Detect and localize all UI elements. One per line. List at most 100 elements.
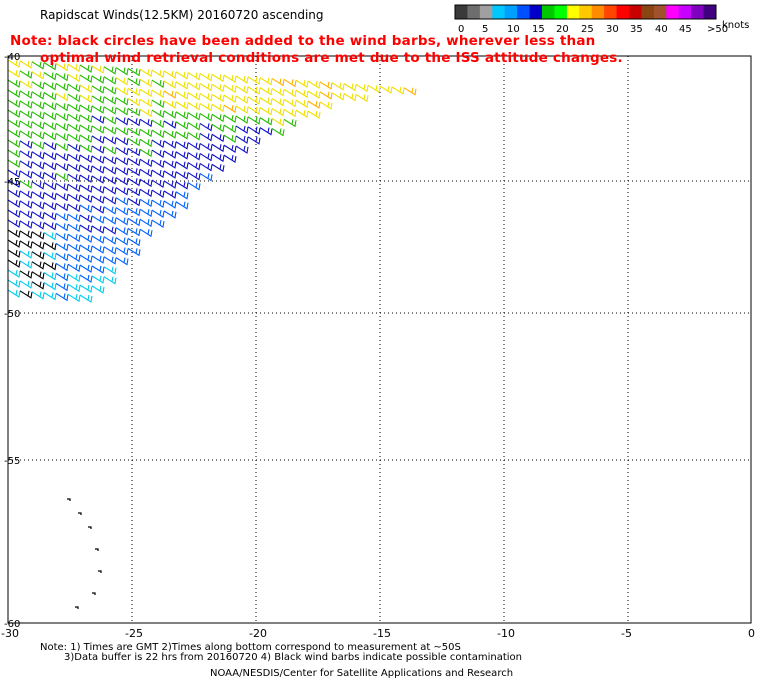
wind-barb — [31, 131, 45, 140]
wind-barb — [151, 139, 165, 148]
longitude-label: -25 — [125, 627, 143, 640]
wind-barb — [79, 84, 93, 93]
wind-barb — [7, 79, 21, 88]
legend-swatch — [504, 5, 518, 19]
wind-barb — [75, 606, 79, 609]
wind-barb — [43, 102, 57, 111]
wind-barb — [187, 102, 201, 111]
wind-barb — [43, 62, 57, 71]
wind-barb — [91, 155, 105, 164]
wind-barb — [79, 74, 93, 83]
wind-barb — [139, 118, 153, 128]
wind-barb — [79, 114, 93, 123]
wind-barb — [19, 280, 33, 289]
wind-barb — [139, 78, 153, 88]
wind-barb — [139, 228, 153, 238]
wind-barb — [91, 95, 105, 104]
wind-barb — [7, 239, 21, 248]
wind-barb — [67, 63, 81, 73]
wind-barb — [55, 142, 69, 152]
wind-barb — [115, 97, 129, 106]
wind-barb — [187, 142, 201, 151]
wind-barb — [55, 232, 69, 242]
wind-barb — [223, 124, 237, 134]
wind-barb — [295, 99, 309, 109]
wind-barb — [7, 249, 21, 258]
wind-barb — [319, 91, 333, 100]
wind-barb — [43, 192, 57, 201]
wind-barb — [91, 235, 105, 244]
wind-barb — [127, 247, 141, 257]
wind-barb — [79, 234, 93, 243]
wind-barb — [127, 157, 141, 167]
wind-barb — [67, 293, 81, 303]
wind-barb — [91, 245, 105, 254]
legend-label: 45 — [679, 24, 692, 35]
wind-barb — [175, 151, 189, 160]
longitude-tick-labels: -30 -25 -20 -15 -10 -5 0 — [1, 627, 755, 640]
wind-barb — [115, 237, 129, 246]
wind-barb — [79, 204, 93, 213]
wind-barb — [67, 153, 81, 163]
wind-barb — [127, 77, 141, 87]
wind-barb — [151, 209, 165, 218]
wind-barb — [79, 294, 93, 303]
wind-barb — [115, 127, 129, 136]
wind-barb — [175, 161, 189, 170]
wind-barb — [211, 163, 225, 173]
wind-barb — [139, 178, 153, 188]
wind-barb — [19, 200, 33, 209]
wind-barb — [92, 592, 96, 595]
wind-barb — [67, 173, 81, 183]
wind-barb — [247, 76, 261, 85]
wind-barb — [115, 217, 129, 226]
wind-barb — [79, 124, 93, 133]
wind-barb — [103, 256, 117, 265]
wind-barb — [43, 292, 57, 301]
wind-barb — [67, 143, 81, 153]
attitude-note: Note: black circles have been added to t… — [10, 33, 623, 67]
wind-barb — [151, 129, 165, 138]
wind-barb — [19, 170, 33, 179]
wind-barb — [19, 90, 33, 99]
legend-outline — [454, 4, 717, 20]
wind-barb — [19, 60, 33, 69]
wind-barb — [79, 214, 93, 223]
wind-barb — [79, 134, 93, 143]
wind-barb — [139, 148, 153, 158]
wind-barb — [31, 171, 45, 180]
wind-barb — [103, 106, 117, 115]
wind-barb — [115, 137, 129, 146]
wind-barb — [67, 113, 81, 123]
wind-barb — [271, 117, 285, 127]
longitude-label: -5 — [621, 627, 632, 640]
wind-barb — [43, 132, 57, 141]
wind-barb — [55, 292, 69, 302]
wind-barb — [103, 86, 117, 95]
wind-barb — [259, 107, 273, 116]
wind-barb — [79, 244, 93, 253]
wind-barb — [67, 233, 81, 243]
map-gridlines — [8, 56, 751, 623]
legend-swatch — [604, 5, 618, 19]
wind-barb — [79, 144, 93, 153]
wind-barb — [79, 224, 93, 233]
wind-barb — [127, 187, 141, 197]
wind-barb — [211, 113, 225, 123]
wind-barb — [139, 168, 153, 178]
wind-barb — [247, 126, 261, 135]
wind-barb — [199, 142, 213, 152]
wind-barb — [151, 79, 165, 88]
wind-barb — [343, 83, 357, 92]
wind-barb — [175, 181, 189, 190]
legend-swatch — [517, 5, 531, 19]
wind-barb — [19, 100, 33, 109]
legend-unit: knots — [722, 20, 750, 31]
wind-barb — [115, 167, 129, 176]
wind-barb — [283, 78, 297, 88]
wind-barb — [163, 90, 177, 99]
wind-barb — [67, 273, 81, 283]
wind-barb — [91, 255, 105, 264]
wind-barb — [7, 139, 21, 148]
wind-barb — [211, 103, 225, 113]
